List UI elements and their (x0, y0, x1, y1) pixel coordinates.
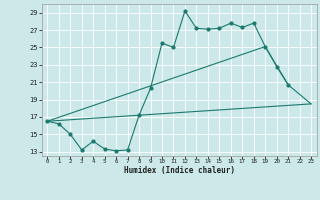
X-axis label: Humidex (Indice chaleur): Humidex (Indice chaleur) (124, 166, 235, 175)
